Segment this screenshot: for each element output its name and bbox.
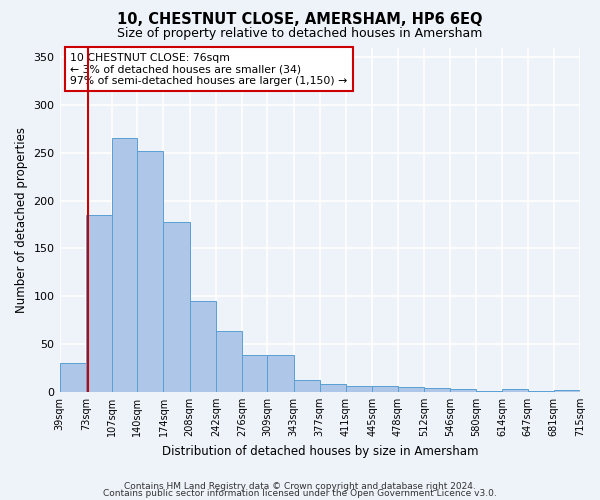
Bar [527, 391, 554, 392]
Bar [86, 215, 112, 392]
Bar [59, 363, 86, 392]
Bar [502, 389, 527, 392]
Bar [346, 386, 372, 392]
Bar [216, 330, 242, 392]
Bar [137, 151, 163, 392]
Bar [398, 387, 424, 392]
Bar [476, 391, 502, 392]
Y-axis label: Number of detached properties: Number of detached properties [15, 126, 28, 312]
Bar [320, 384, 346, 392]
Text: Size of property relative to detached houses in Amersham: Size of property relative to detached ho… [118, 28, 482, 40]
Text: Contains public sector information licensed under the Open Government Licence v3: Contains public sector information licen… [103, 490, 497, 498]
Bar [242, 354, 268, 392]
Bar [112, 138, 137, 392]
Text: Contains HM Land Registry data © Crown copyright and database right 2024.: Contains HM Land Registry data © Crown c… [124, 482, 476, 491]
Bar [163, 222, 190, 392]
Bar [268, 354, 293, 392]
Bar [554, 390, 580, 392]
Bar [190, 301, 216, 392]
Bar [450, 389, 476, 392]
Bar [293, 380, 320, 392]
X-axis label: Distribution of detached houses by size in Amersham: Distribution of detached houses by size … [161, 444, 478, 458]
Text: 10, CHESTNUT CLOSE, AMERSHAM, HP6 6EQ: 10, CHESTNUT CLOSE, AMERSHAM, HP6 6EQ [117, 12, 483, 28]
Bar [424, 388, 450, 392]
Text: 10 CHESTNUT CLOSE: 76sqm
← 3% of detached houses are smaller (34)
97% of semi-de: 10 CHESTNUT CLOSE: 76sqm ← 3% of detache… [70, 52, 347, 86]
Bar [372, 386, 398, 392]
